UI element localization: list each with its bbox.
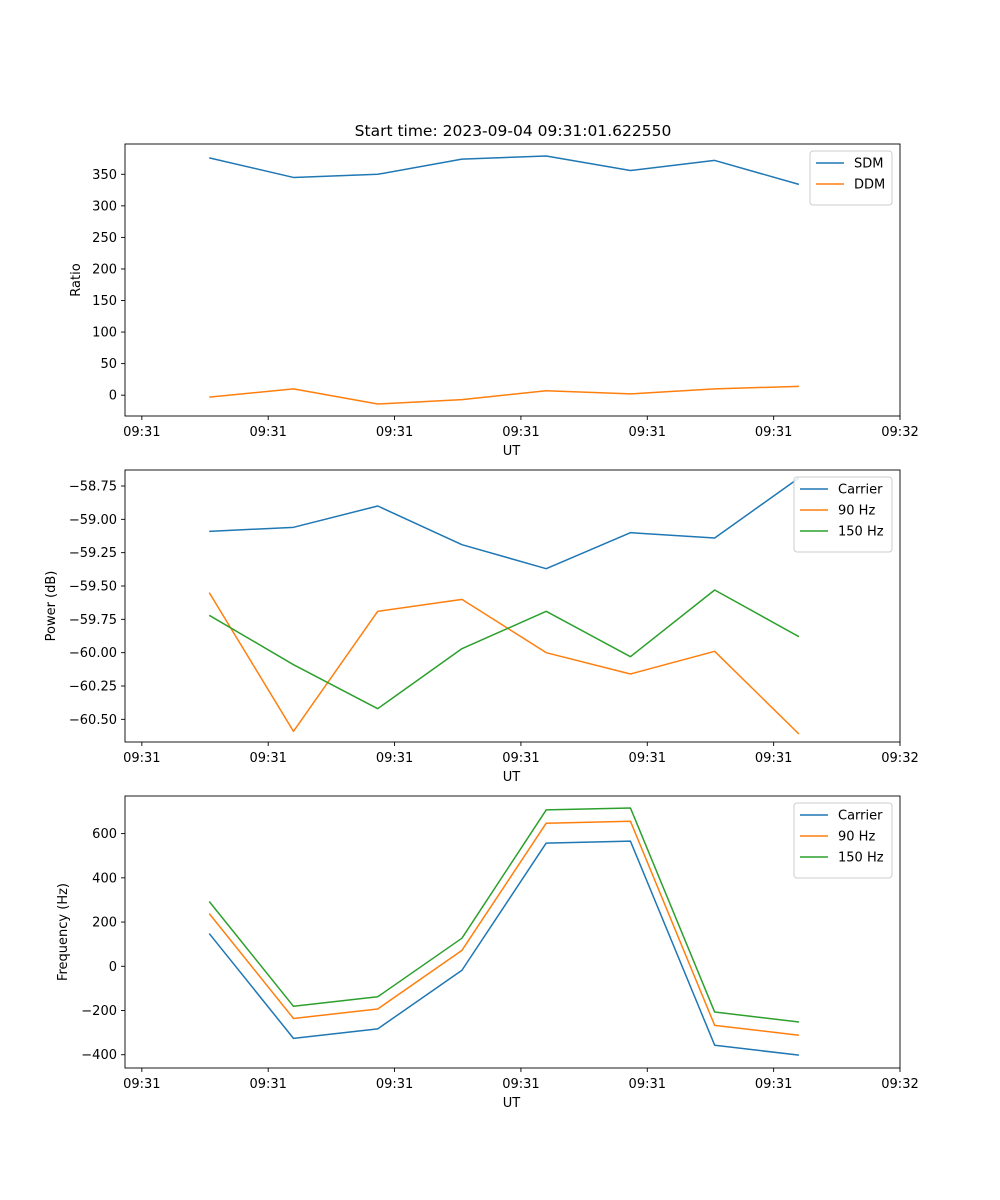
x-tick-label: 09:31 xyxy=(123,1077,160,1092)
legend-label: SDM xyxy=(854,157,883,172)
x-tick-label: 09:31 xyxy=(376,425,413,440)
x-tick-label: 09:31 xyxy=(502,751,539,766)
x-axis-label: UT xyxy=(503,444,521,459)
x-tick-label: 09:31 xyxy=(502,425,539,440)
axes-frame xyxy=(124,469,901,743)
axes-frame xyxy=(124,795,901,1069)
y-tick-label: 200 xyxy=(92,262,117,277)
series-line-ddm xyxy=(209,385,799,405)
x-tick-label: 09:32 xyxy=(881,751,918,766)
legend-label: Carrier xyxy=(838,483,883,498)
y-tick-label: −400 xyxy=(81,1048,117,1063)
power-panel: 09:31 09:31 09:31 09:31 09:31 09:31 09:32 UT −60… xyxy=(44,469,919,785)
series-line-150-hz xyxy=(208,807,799,1023)
y-tick-label: 600 xyxy=(92,827,117,842)
y-tick-label: −200 xyxy=(81,1004,117,1019)
y-tick-label: 350 xyxy=(92,168,117,183)
x-tick-label: 09:31 xyxy=(123,751,160,766)
y-tick-label: 100 xyxy=(92,326,117,341)
y-tick-label: −60.25 xyxy=(69,680,117,695)
y-tick-label: 150 xyxy=(92,294,117,309)
x-axis-label: UT xyxy=(503,1096,521,1111)
legend-box xyxy=(809,150,893,206)
x-tick-label: 09:31 xyxy=(123,425,160,440)
series-line-90-hz xyxy=(208,592,800,735)
y-axis-label: Ratio xyxy=(69,263,84,296)
axes-frame xyxy=(124,143,901,417)
x-tick-label: 09:32 xyxy=(881,425,918,440)
x-tick-label: 09:32 xyxy=(881,1077,918,1092)
y-tick-label: 300 xyxy=(92,199,117,214)
legend-label: 150 Hz xyxy=(838,851,884,866)
x-tick-label: 09:31 xyxy=(502,1077,539,1092)
y-tick-label: −58.75 xyxy=(69,480,117,495)
y-tick-label: −60.00 xyxy=(69,646,117,661)
x-tick-label: 09:31 xyxy=(376,1077,413,1092)
x-tick-label: 09:31 xyxy=(629,1077,666,1092)
figure-title: Start time: 2023-09-04 09:31:01.622550 xyxy=(355,122,672,140)
x-tick-label: 09:31 xyxy=(755,425,792,440)
legend-box xyxy=(793,476,893,553)
y-tick-label: 200 xyxy=(92,916,117,931)
legend: SDM DDM xyxy=(809,150,893,206)
legend-label: 90 Hz xyxy=(838,504,875,519)
y-tick-label: −59.75 xyxy=(69,613,117,628)
x-tick-label: 09:31 xyxy=(755,751,792,766)
series-line-90-hz xyxy=(208,820,799,1037)
legend-label: 150 Hz xyxy=(838,525,884,540)
x-tick-label: 09:31 xyxy=(249,425,286,440)
legend: Carrier 90 Hz 150 Hz xyxy=(793,476,893,553)
y-axis-label: Frequency (Hz) xyxy=(56,883,71,981)
series-line-150-hz xyxy=(208,589,800,710)
series-line-sdm xyxy=(209,155,800,186)
series-line-carrier xyxy=(209,477,800,570)
y-tick-label: 250 xyxy=(92,231,117,246)
x-tick-label: 09:31 xyxy=(376,751,413,766)
series-line-carrier xyxy=(208,840,799,1056)
y-tick-label: −60.50 xyxy=(69,713,117,728)
legend-label: 90 Hz xyxy=(838,830,875,845)
y-tick-label: −59.50 xyxy=(69,580,117,595)
y-tick-label: 0 xyxy=(109,389,117,404)
x-tick-label: 09:31 xyxy=(249,1077,286,1092)
y-tick-label: −59.25 xyxy=(69,546,117,561)
y-tick-label: 0 xyxy=(109,960,117,975)
y-axis-label: Power (dB) xyxy=(44,571,59,642)
y-tick-label: 400 xyxy=(92,871,117,886)
x-tick-label: 09:31 xyxy=(629,425,666,440)
x-tick-label: 09:31 xyxy=(629,751,666,766)
x-tick-label: 09:31 xyxy=(755,1077,792,1092)
legend-label: Carrier xyxy=(838,809,883,824)
legend-label: DDM xyxy=(854,178,885,193)
ratio-panel: 09:31 09:31 09:31 09:31 09:31 09:31 09:32 UT 0 50… xyxy=(69,143,919,459)
legend-box xyxy=(793,802,893,879)
y-tick-label: −59.00 xyxy=(69,513,117,528)
legend: Carrier 90 Hz 150 Hz xyxy=(793,802,893,879)
frequency-panel: 09:31 09:31 09:31 09:31 09:31 09:31 09:32 UT −40… xyxy=(56,795,919,1111)
y-tick-label: 50 xyxy=(100,357,117,372)
x-axis-label: UT xyxy=(503,770,521,785)
x-tick-label: 09:31 xyxy=(249,751,286,766)
